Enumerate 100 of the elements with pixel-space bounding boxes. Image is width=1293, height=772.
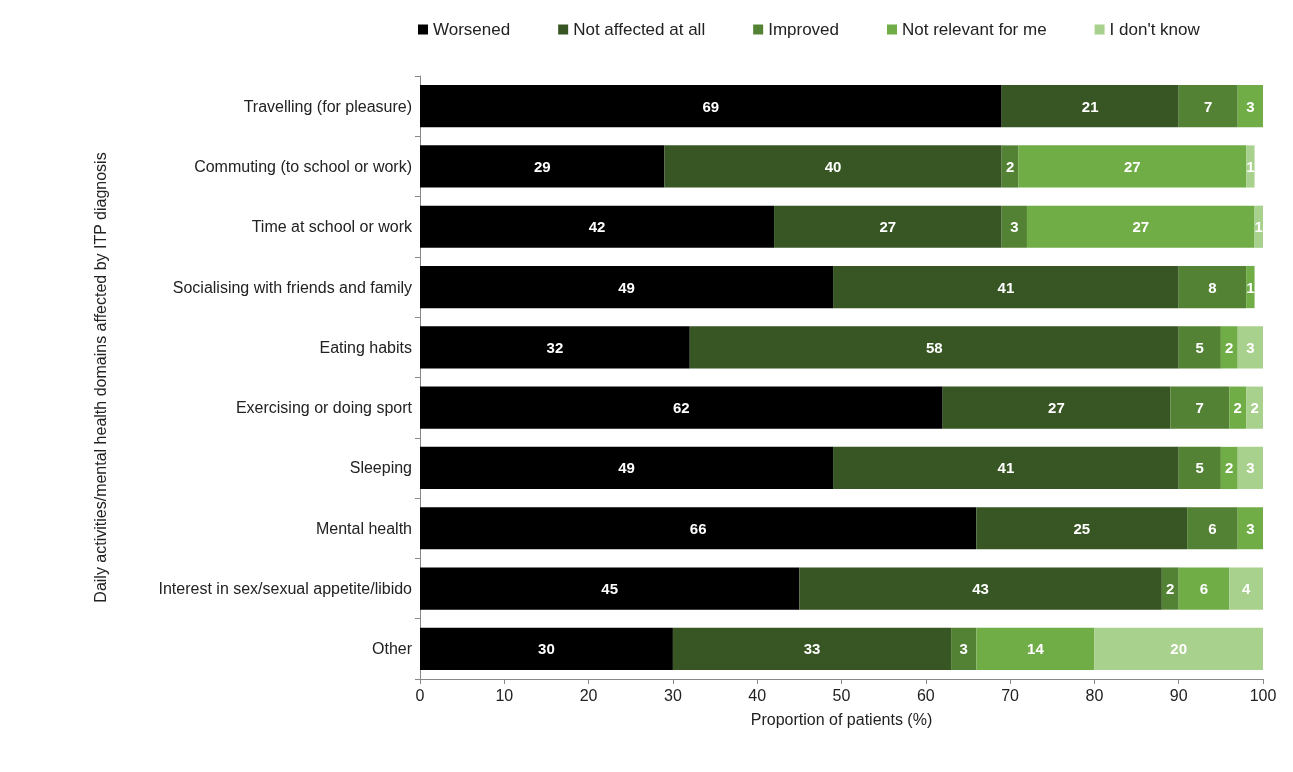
data-label: 43 bbox=[972, 580, 989, 598]
data-label: 6 bbox=[1208, 519, 1217, 537]
data-label: 27 bbox=[879, 218, 897, 236]
data-label: 66 bbox=[689, 519, 707, 537]
bar bbox=[1229, 386, 1247, 429]
bar bbox=[1094, 627, 1263, 670]
x-tick-label: 60 bbox=[916, 686, 935, 704]
bar bbox=[774, 205, 1002, 248]
data-label: 41 bbox=[997, 459, 1015, 477]
data-label: 3 bbox=[959, 640, 968, 658]
data-label: 30 bbox=[538, 640, 555, 658]
bar bbox=[1178, 446, 1221, 490]
bar bbox=[1187, 507, 1238, 550]
bar bbox=[1220, 446, 1238, 490]
x-tick-label: 80 bbox=[1085, 686, 1104, 704]
data-label: 7 bbox=[1204, 97, 1213, 115]
bar bbox=[1237, 507, 1263, 550]
bar bbox=[420, 386, 943, 429]
bar bbox=[1001, 145, 1019, 188]
bar bbox=[1178, 265, 1247, 309]
data-label: 49 bbox=[618, 278, 635, 296]
data-label: 58 bbox=[925, 338, 943, 356]
y-tick-label: Eating habits bbox=[319, 338, 412, 356]
data-label: 69 bbox=[702, 97, 720, 115]
data-label: 5 bbox=[1195, 338, 1204, 356]
bar bbox=[1229, 567, 1263, 610]
bar bbox=[833, 265, 1179, 309]
bar bbox=[1246, 265, 1255, 309]
x-tick-label: 100 bbox=[1249, 686, 1277, 704]
bar bbox=[1220, 326, 1238, 369]
bar bbox=[1161, 567, 1179, 610]
data-label: 32 bbox=[546, 338, 564, 356]
x-tick-label: 0 bbox=[415, 686, 425, 704]
data-label: 1 bbox=[1246, 157, 1255, 175]
bar bbox=[833, 446, 1179, 490]
bar bbox=[420, 265, 834, 309]
bar bbox=[1178, 567, 1230, 610]
data-label: 6 bbox=[1199, 580, 1209, 598]
legend-label: Improved bbox=[768, 20, 840, 39]
x-tick-label: 40 bbox=[748, 686, 767, 704]
bar bbox=[976, 507, 1188, 550]
legend-label: Worsened bbox=[433, 20, 511, 39]
legend-label: I don't know bbox=[1109, 20, 1201, 39]
bar bbox=[1246, 145, 1255, 188]
data-label: 27 bbox=[1048, 399, 1065, 417]
data-label: 14 bbox=[1027, 640, 1045, 658]
x-axis-title: Proportion of patients (%) bbox=[750, 710, 933, 728]
x-tick-label: 70 bbox=[1001, 686, 1020, 704]
data-label: 41 bbox=[997, 278, 1015, 296]
data-label: 25 bbox=[1073, 519, 1091, 537]
data-label: 2 bbox=[1250, 399, 1259, 417]
bar bbox=[799, 567, 1162, 610]
y-tick-label: Socialising with friends and family bbox=[172, 278, 412, 296]
data-label: 2 bbox=[1225, 338, 1234, 356]
bar bbox=[1026, 205, 1255, 248]
data-label: 33 bbox=[803, 640, 821, 658]
x-tick-label: 30 bbox=[664, 686, 682, 704]
bar bbox=[420, 205, 775, 248]
data-label: 62 bbox=[672, 399, 690, 417]
data-label: 5 bbox=[1195, 459, 1204, 477]
bar bbox=[420, 145, 665, 188]
legend-label: Not affected at all bbox=[573, 20, 706, 39]
bar bbox=[420, 85, 1002, 128]
y-tick-label: Other bbox=[371, 640, 413, 658]
bar bbox=[1018, 145, 1247, 188]
data-label: 45 bbox=[601, 580, 619, 598]
y-tick-label: Mental health bbox=[315, 519, 412, 537]
data-label: 3 bbox=[1246, 338, 1255, 356]
y-tick-label: Commuting (to school or work) bbox=[194, 157, 412, 175]
data-label: 3 bbox=[1246, 519, 1255, 537]
y-axis-title: Daily activities/mental health domains affected by ITP diagnosis bbox=[91, 152, 109, 603]
data-label: 27 bbox=[1132, 218, 1150, 236]
y-tick-label: Time at school or work bbox=[251, 218, 413, 236]
data-label: 40 bbox=[824, 157, 842, 175]
bar bbox=[1237, 446, 1263, 490]
bar bbox=[1170, 386, 1230, 429]
bar bbox=[1237, 326, 1263, 369]
x-tick-label: 10 bbox=[495, 686, 514, 704]
bar bbox=[976, 627, 1095, 670]
y-tick-label: Interest in sex/sexual appetite/libido bbox=[158, 580, 413, 598]
bar bbox=[420, 446, 834, 490]
bar bbox=[672, 627, 952, 670]
y-tick-label: Sleeping bbox=[349, 459, 412, 477]
bar bbox=[1246, 386, 1263, 429]
bar bbox=[689, 326, 1179, 369]
bar bbox=[1001, 85, 1179, 128]
data-label: 49 bbox=[618, 459, 635, 477]
data-label: 7 bbox=[1195, 399, 1204, 417]
bar bbox=[1178, 326, 1221, 369]
data-label: 4 bbox=[1241, 580, 1251, 598]
x-tick-label: 50 bbox=[832, 686, 851, 704]
bar bbox=[420, 507, 977, 550]
bar bbox=[664, 145, 1002, 188]
data-label: 21 bbox=[1081, 97, 1099, 115]
bar bbox=[1237, 85, 1263, 128]
data-label: 2 bbox=[1166, 580, 1175, 598]
data-label: 3 bbox=[1010, 218, 1019, 236]
bar bbox=[420, 326, 690, 369]
data-label: 1 bbox=[1254, 218, 1263, 236]
bar bbox=[1178, 85, 1238, 128]
